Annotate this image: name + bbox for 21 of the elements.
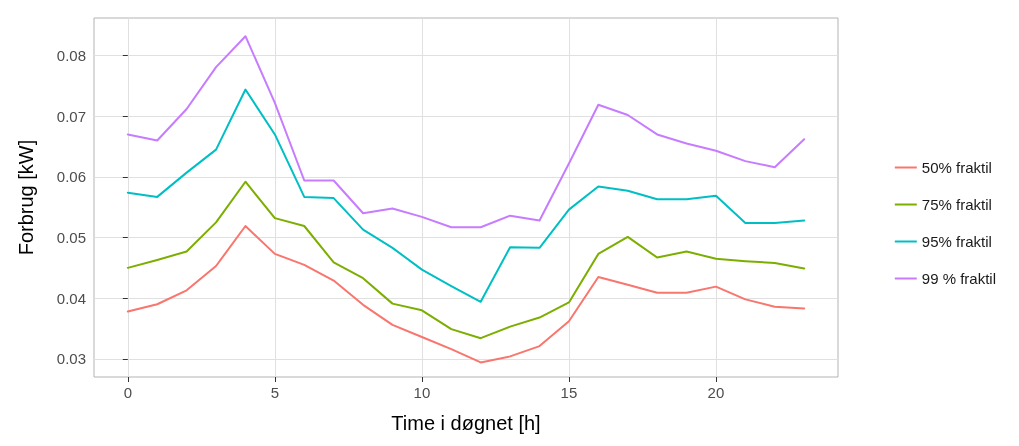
x-tick-label: 10 — [413, 384, 431, 401]
line-series — [126, 35, 806, 229]
x-tick-label: 20 — [707, 384, 725, 401]
x-tick-label: 0 — [123, 384, 132, 401]
y-axis-title: Forbrug [kW] — [15, 139, 37, 256]
x-tick-label: 15 — [560, 384, 578, 401]
y-tick-label: 0.04 — [56, 289, 86, 307]
x-axis-title: Time i døgnet [h] — [391, 412, 541, 434]
legend-label: 95% fraktil — [921, 233, 992, 250]
y-tick-label: 0.07 — [56, 107, 86, 125]
y-tick-label: 0.05 — [56, 229, 86, 247]
legend-label: 99 % fraktil — [921, 270, 997, 287]
line-series — [126, 180, 806, 340]
y-tick-label: 0.08 — [56, 47, 86, 65]
y-tick-label: 0.06 — [56, 168, 86, 186]
legend-label: 75% fraktil — [921, 196, 992, 213]
x-tick-label: 5 — [270, 384, 280, 401]
y-tick-label: 0.03 — [56, 350, 86, 368]
legend-label: 50% fraktil — [921, 159, 992, 176]
line-series — [126, 88, 806, 303]
line-series — [126, 225, 806, 364]
